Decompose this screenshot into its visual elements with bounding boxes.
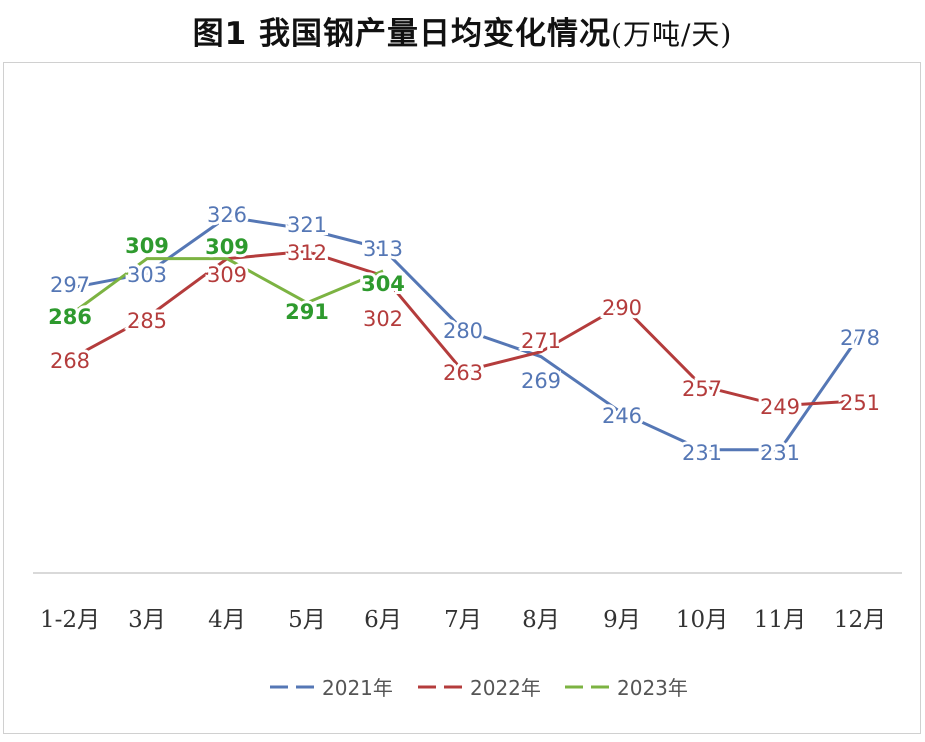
x-tick-label: 12月 (834, 607, 886, 633)
chart-title: 图1 我国钢产量日均变化情况(万吨/天) (0, 8, 925, 53)
chart-frame (3, 62, 921, 734)
data-label: 249 (760, 395, 800, 419)
data-label: 321 (287, 213, 327, 237)
x-tick-label: 4月 (208, 607, 246, 633)
title-unit: (万吨/天) (611, 18, 733, 51)
x-tick-label: 6月 (364, 607, 402, 633)
data-label: 297 (50, 273, 90, 297)
legend-label: 2023年 (617, 676, 688, 700)
data-label: 286 (48, 305, 92, 329)
data-label: 326 (207, 203, 247, 227)
legend-label: 2021年 (322, 676, 393, 700)
data-label: 312 (287, 241, 327, 265)
series-line-2021年 (69, 215, 862, 452)
title-text: 图1 我国钢产量日均变化情况 (192, 16, 612, 52)
data-label: 231 (760, 441, 800, 465)
legend-label: 2022年 (470, 676, 541, 700)
x-tick-label: 8月 (522, 607, 560, 633)
data-label: 263 (443, 361, 483, 385)
x-tick-label: 7月 (444, 607, 482, 633)
data-label: 309 (207, 263, 247, 287)
data-label: 246 (602, 404, 642, 428)
data-label: 280 (443, 319, 483, 343)
data-label: 304 (361, 272, 405, 296)
x-tick-label: 5月 (288, 607, 326, 633)
data-label: 269 (521, 369, 561, 393)
data-label: 278 (840, 326, 880, 350)
data-label: 231 (682, 441, 722, 465)
data-label: 268 (50, 349, 90, 373)
data-label: 309 (125, 234, 169, 258)
data-label: 313 (363, 237, 403, 261)
data-label: 309 (205, 235, 249, 259)
x-tick-label: 10月 (676, 607, 728, 633)
series-line-2023年 (69, 257, 384, 317)
x-tick-label: 11月 (754, 607, 806, 633)
x-tick-label: 3月 (128, 607, 166, 633)
data-label: 285 (127, 309, 167, 333)
data-label: 271 (521, 329, 561, 353)
x-tick-label: 9月 (603, 607, 641, 633)
x-tick-label: 1-2月 (40, 607, 100, 633)
data-label: 302 (363, 307, 403, 331)
data-label: 257 (682, 377, 722, 401)
data-label: 303 (127, 263, 167, 287)
data-label: 251 (840, 391, 880, 415)
data-label: 291 (285, 300, 329, 324)
series-line-2022年 (69, 249, 861, 408)
data-label: 290 (602, 296, 642, 320)
